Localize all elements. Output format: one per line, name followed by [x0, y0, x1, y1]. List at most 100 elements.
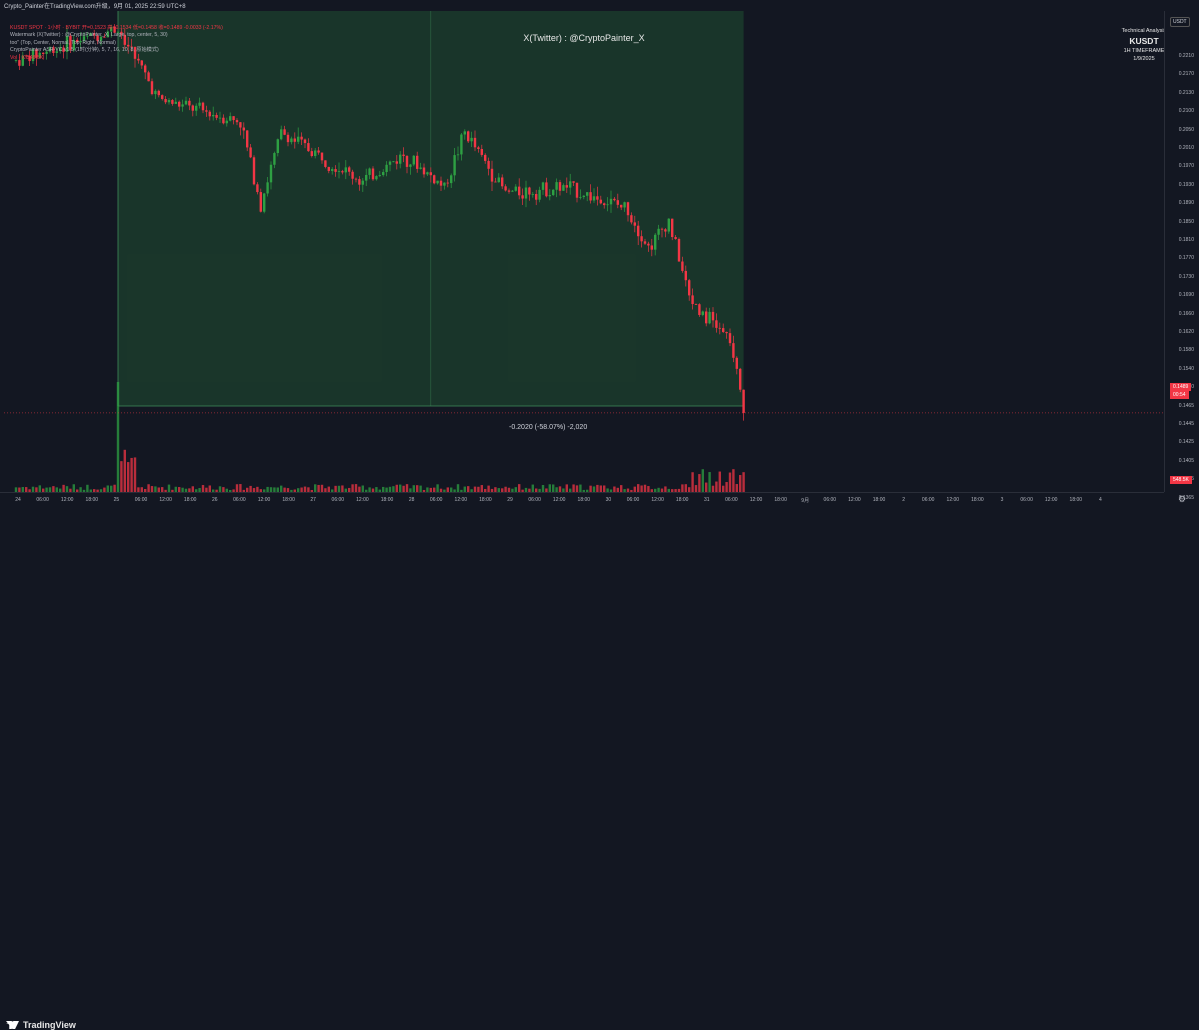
volume-bar	[732, 469, 735, 492]
volume-bar	[640, 485, 643, 492]
volume-bar	[144, 488, 147, 492]
volume-bar	[497, 488, 500, 492]
price-axis-tick: 0.2170	[1178, 71, 1194, 78]
volume-bar	[106, 485, 109, 492]
candle-body	[120, 31, 123, 35]
time-axis-label: 12:00	[60, 497, 74, 503]
volume-bar	[358, 486, 361, 492]
time-axis[interactable]: 24 06:00 12:00 18:00 25 06:00 12:00 18:00 26 06:0…	[0, 492, 1164, 507]
price-axis-tick: 0.1660	[1178, 310, 1194, 317]
candle-body	[246, 130, 249, 148]
legend-asr-indicator[interactable]: CryptoPainter ASR-VC v1.5 (1时(分钟), 5, 7,…	[10, 47, 159, 54]
volume-bar	[507, 487, 511, 492]
candle-body	[684, 270, 687, 281]
candle-body	[691, 295, 694, 305]
candle-body	[341, 171, 344, 173]
time-axis-label: 29	[507, 497, 513, 503]
volume-bar	[630, 489, 633, 492]
candle-body	[399, 154, 402, 164]
candle-body	[660, 228, 664, 230]
volume-bar	[647, 486, 650, 492]
legend-text-indicator[interactable]: too" (Top, Center, Normal, Top, Right, N…	[10, 39, 116, 46]
volume-bar	[541, 485, 545, 492]
candle-body	[79, 40, 82, 43]
volume-bar	[558, 486, 562, 492]
candle-body	[276, 139, 279, 154]
price-axis-tick: 0.1540	[1178, 365, 1194, 372]
volume-bar	[399, 484, 402, 492]
volume-bar	[671, 489, 674, 492]
volume-bar	[582, 489, 585, 492]
candle-body	[640, 236, 643, 242]
price-chart[interactable]	[4, 11, 1164, 492]
candle-body	[484, 154, 487, 161]
volume-bar	[337, 485, 341, 492]
volume-bar	[351, 484, 354, 492]
volume-bar	[263, 489, 266, 492]
volume-bar	[137, 487, 140, 492]
volume-bar	[297, 488, 300, 492]
legend-symbol-line[interactable]: KUSDT SPOT · 1小时 · BYBIT 开=0.1523 高=0.15…	[10, 25, 223, 31]
candle-body	[133, 47, 137, 59]
volume-bar	[426, 487, 429, 492]
candle-body	[643, 241, 647, 244]
currency-badge[interactable]: USDT	[1170, 17, 1190, 27]
time-axis-label: 06:00	[331, 497, 345, 503]
candle-body	[450, 175, 453, 184]
candle-body	[538, 189, 541, 200]
volume-bar	[514, 487, 517, 492]
volume-bar	[592, 486, 596, 492]
volume-bar	[249, 485, 252, 492]
volume-bar	[511, 488, 514, 492]
candle-body	[388, 161, 392, 165]
time-axis-label: 3	[1000, 497, 1004, 503]
settings-gear-icon[interactable]: ⚙	[1178, 494, 1187, 504]
candle-body	[259, 192, 262, 212]
time-axis-label: 06:00	[528, 497, 541, 503]
volume-bar	[174, 486, 177, 492]
candle-body	[38, 52, 41, 58]
candle-body	[198, 102, 201, 106]
volume-bar	[72, 484, 75, 492]
volume-bar	[14, 487, 18, 492]
volume-bar	[395, 484, 398, 492]
price-axis-tick: 0.2050	[1178, 126, 1194, 133]
candle-body	[470, 137, 473, 142]
candle-body	[501, 177, 504, 187]
volume-bar	[25, 487, 28, 492]
time-axis-label: 06:00	[233, 497, 246, 503]
volume-bar	[708, 472, 711, 492]
tradingview-logo[interactable]: TradingView	[6, 1020, 76, 1030]
chart-pane[interactable]: KUSDT SPOT · 1小时 · BYBIT 开=0.1523 高=0.15…	[4, 11, 1164, 492]
time-axis-label: 12:00	[651, 497, 664, 503]
legend-volume[interactable]: Vol · K 548.5K	[10, 54, 44, 61]
volume-bar	[52, 486, 55, 492]
candle-body	[164, 98, 167, 103]
volume-bar	[147, 484, 150, 492]
candle-body	[412, 155, 415, 165]
candle-body	[708, 311, 711, 324]
volume-bar	[212, 489, 215, 492]
candle-body	[480, 148, 483, 155]
window-title: Crypto_Painter在TradingView.com升级，9月 01, …	[4, 4, 186, 10]
candle-body	[235, 120, 239, 123]
candle-body	[69, 35, 72, 51]
candle-body	[266, 182, 269, 194]
volume-bar	[334, 485, 337, 492]
volume-bar	[552, 484, 555, 492]
candle-body	[545, 182, 548, 197]
price-axis-tick: 0.2210	[1178, 53, 1194, 59]
price-axis-tick: 0.1365	[1178, 494, 1194, 501]
candle-body	[715, 320, 718, 328]
candle-body	[569, 181, 572, 188]
time-axis-label: 18:00	[183, 497, 197, 503]
volume-bar	[348, 487, 351, 492]
candle-body	[365, 174, 368, 181]
volume-bar	[178, 487, 181, 492]
price-axis[interactable]: 0.2210 0.2170 0.2130 0.2100 0.2050 0.2010 0.19…	[1164, 11, 1199, 501]
legend-watermark-indicator[interactable]: Watermark (X(Twitter) : @CryptoPainter_X…	[10, 32, 168, 39]
volume-bar	[164, 489, 167, 492]
candle-body	[76, 39, 79, 43]
candle-body	[286, 134, 290, 143]
volume-bar	[341, 485, 344, 492]
